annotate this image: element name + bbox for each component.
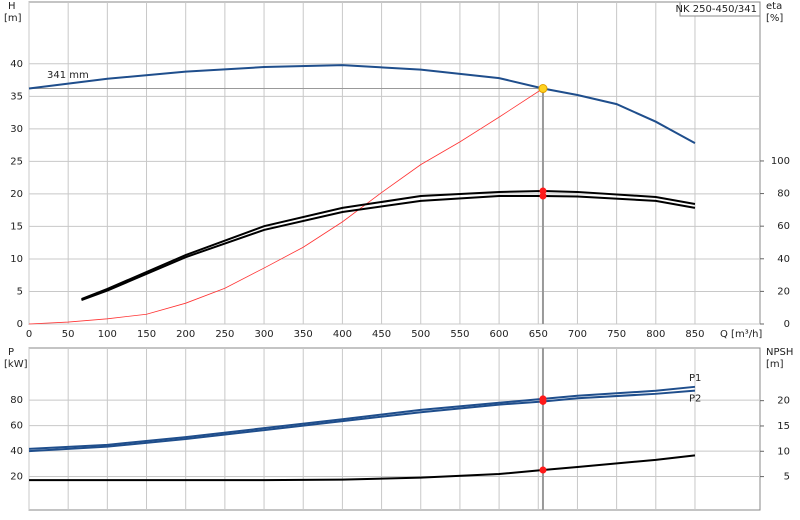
- y-tick-label: 20: [10, 472, 23, 483]
- x-tick-label: 100: [98, 329, 117, 340]
- y2-tick-label: 20: [777, 286, 790, 297]
- y2-tick-label: 20: [777, 396, 790, 407]
- y-tick-label: 30: [10, 124, 23, 135]
- y2-tick-label: 0: [784, 319, 790, 330]
- x-tick-label: 550: [450, 329, 469, 340]
- series-line: [28, 389, 696, 453]
- series-label: P1: [689, 373, 701, 384]
- y-tick-label: 60: [10, 421, 23, 432]
- x-tick-label: 200: [176, 329, 195, 340]
- y2-tick-label: 60: [777, 221, 790, 232]
- y2-tick-label: 5: [784, 472, 790, 483]
- series-line: [81, 195, 696, 301]
- y-tick-label: 35: [10, 91, 23, 102]
- series-line: [28, 64, 696, 145]
- x-tick-label: 600: [490, 329, 509, 340]
- x-tick-label: 450: [372, 329, 391, 340]
- y2-tick-label: 15: [777, 421, 790, 432]
- y2-axis-label: NPSH: [766, 347, 793, 358]
- x-tick-label: 650: [529, 329, 548, 340]
- y-axis-unit: [m]: [4, 13, 22, 24]
- y2-tick-label: 80: [777, 189, 790, 200]
- x-tick-label: 800: [646, 329, 665, 340]
- y-tick-label: 20: [10, 189, 23, 200]
- x-tick-label: 500: [411, 329, 430, 340]
- series-line: [28, 88, 544, 325]
- y-tick-label: 40: [10, 446, 23, 457]
- y-axis-label: H: [8, 1, 16, 12]
- duty-marker: [539, 187, 547, 195]
- series-line: [81, 189, 696, 300]
- x-tick-label: 50: [62, 329, 75, 340]
- x-tick-label: 400: [333, 329, 352, 340]
- y-tick-label: 10: [10, 254, 23, 265]
- x-tick-label: 250: [215, 329, 234, 340]
- duty-marker: [539, 397, 547, 405]
- y2-axis-unit: [%]: [766, 13, 783, 24]
- annotation: 341 mm: [47, 70, 89, 81]
- y2-tick-label: 10: [777, 446, 790, 457]
- x-tick-label: 850: [685, 329, 704, 340]
- y-tick-label: 80: [10, 395, 23, 406]
- x-tick-label: 350: [294, 329, 313, 340]
- y-axis-unit: [kW]: [4, 359, 28, 370]
- duty-marker: [539, 466, 547, 474]
- duty-marker: [539, 192, 547, 200]
- series-label: P2: [689, 394, 701, 405]
- plot-area: [28, 347, 761, 511]
- x-axis-label: Q [m³/h]: [720, 329, 762, 340]
- x-tick-label: 0: [26, 329, 32, 340]
- y-tick-label: 40: [10, 59, 23, 70]
- y-axis-label: P: [8, 347, 14, 358]
- x-tick-label: 700: [568, 329, 587, 340]
- series-line: [28, 385, 696, 450]
- y2-axis-unit: [m]: [766, 359, 784, 370]
- y2-axis-label: eta: [766, 1, 782, 12]
- title-box: [679, 1, 761, 17]
- series-line: [29, 454, 696, 482]
- chart-title: NK 250-450/341: [676, 4, 757, 15]
- x-tick-label: 150: [137, 329, 156, 340]
- y-tick-label: 25: [10, 156, 23, 167]
- duty-point: [538, 84, 548, 94]
- y2-tick-label: 40: [777, 254, 790, 265]
- y2-tick-label: 100: [771, 156, 790, 167]
- y-tick-label: 0: [17, 319, 23, 330]
- x-tick-label: 300: [255, 329, 274, 340]
- y-tick-label: 5: [17, 286, 23, 297]
- y-tick-label: 15: [10, 221, 23, 232]
- x-tick-label: 750: [607, 329, 626, 340]
